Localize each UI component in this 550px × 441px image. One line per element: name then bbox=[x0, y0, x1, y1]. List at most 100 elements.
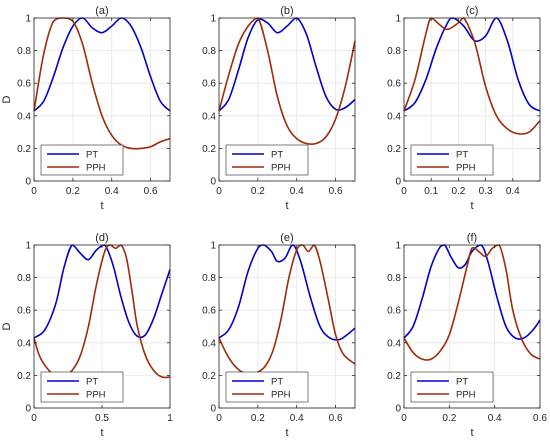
y-tick-label: 0.8 bbox=[202, 46, 216, 57]
legend-label-pt: PT bbox=[86, 377, 98, 388]
y-tick-label: 0 bbox=[210, 404, 216, 415]
x-tick-label: 0.2 bbox=[442, 413, 456, 424]
x-axis-label: t bbox=[100, 427, 103, 439]
panel-label: (d) bbox=[95, 232, 108, 244]
legend: PT PPH bbox=[40, 371, 124, 403]
y-tick-label: 0.2 bbox=[202, 144, 216, 155]
legend-label-pt: PT bbox=[86, 150, 98, 161]
legend-label-pt: PT bbox=[456, 150, 468, 161]
panel-label: (c) bbox=[466, 5, 479, 17]
subplot-e: 0 0.2 0.4 0.6 0 0.2 0.4 0.6 0.8 1 (e) t PT PPH bbox=[202, 232, 356, 439]
series-line-pt bbox=[218, 244, 356, 341]
x-axis-label: t bbox=[470, 427, 473, 439]
legend: PT PPH bbox=[225, 371, 309, 403]
y-tick-label: 0.6 bbox=[387, 306, 401, 317]
y-tick-label: 1 bbox=[210, 14, 216, 25]
y-tick-label: 0.6 bbox=[17, 306, 31, 317]
y-tick-label: 0.8 bbox=[202, 273, 216, 284]
y-tick-label: 0.2 bbox=[387, 144, 401, 155]
axes-box bbox=[403, 244, 541, 409]
legend-box bbox=[40, 144, 124, 176]
series-line-pph bbox=[33, 17, 171, 150]
legend-box bbox=[225, 371, 309, 403]
x-tick-label: 0.4 bbox=[105, 186, 119, 197]
x-tick-label: 0.6 bbox=[329, 186, 343, 197]
subplot-b: 0 0.2 0.4 0.6 0 0.2 0.4 0.6 0.8 1 (b) t PT PPH bbox=[202, 5, 356, 212]
legend: PT PPH bbox=[410, 371, 494, 403]
y-tick-label: 0 bbox=[395, 404, 401, 415]
x-tick-label: 0.3 bbox=[479, 186, 493, 197]
panel-label: (a) bbox=[95, 5, 108, 17]
y-tick-label: 0.6 bbox=[202, 79, 216, 90]
panel-label: (e) bbox=[280, 232, 293, 244]
x-tick-label: 0 bbox=[401, 186, 407, 197]
y-tick-label: 0.8 bbox=[17, 46, 31, 57]
y-tick-label: 0 bbox=[25, 404, 31, 415]
y-tick-label: 1 bbox=[25, 14, 31, 25]
x-tick-label: 0.4 bbox=[290, 413, 304, 424]
legend: PT PPH bbox=[410, 144, 494, 176]
series-line-pph bbox=[403, 244, 541, 361]
subplot-a: 0 0.2 0.4 0.6 0 0.2 0.4 0.6 0.8 1 (a) t D PT PPH bbox=[1, 5, 171, 212]
legend: PT PPH bbox=[40, 144, 124, 176]
axes-box bbox=[403, 17, 541, 182]
y-tick-label: 0 bbox=[210, 177, 216, 188]
axes-box bbox=[33, 17, 171, 182]
y-tick-label: 0.2 bbox=[17, 144, 31, 155]
axes-box bbox=[218, 17, 356, 182]
y-tick-label: 1 bbox=[210, 241, 216, 252]
y-axis-label: D bbox=[1, 95, 13, 103]
x-tick-label: 0.2 bbox=[251, 413, 265, 424]
x-tick-label: 0.6 bbox=[329, 413, 343, 424]
x-tick-label: 0 bbox=[31, 186, 37, 197]
y-tick-label: 0.4 bbox=[17, 111, 31, 122]
x-tick-label: 0.4 bbox=[488, 413, 502, 424]
y-tick-label: 1 bbox=[395, 14, 401, 25]
x-axis-label: t bbox=[470, 200, 473, 212]
legend-label-pph: PPH bbox=[86, 163, 106, 174]
subplot-f: 0 0.2 0.4 0.6 0 0.2 0.4 0.6 0.8 1 (f) t PT PPH bbox=[387, 232, 547, 439]
y-tick-label: 0.4 bbox=[387, 338, 401, 349]
x-tick-label: 0.4 bbox=[290, 186, 304, 197]
x-tick-label: 0.2 bbox=[251, 186, 265, 197]
x-tick-label: 0 bbox=[216, 413, 222, 424]
legend-label-pph: PPH bbox=[456, 163, 476, 174]
x-tick-label: 0 bbox=[31, 413, 37, 424]
y-tick-label: 0.4 bbox=[387, 111, 401, 122]
legend-label-pph: PPH bbox=[271, 163, 291, 174]
legend-label-pph: PPH bbox=[456, 390, 476, 401]
legend-label-pt: PT bbox=[456, 377, 468, 388]
legend-box bbox=[410, 144, 494, 176]
x-tick-label: 0.4 bbox=[506, 186, 520, 197]
legend-label-pph: PPH bbox=[86, 390, 106, 401]
x-tick-label: 0.6 bbox=[144, 186, 158, 197]
x-tick-label: 1 bbox=[167, 413, 173, 424]
y-tick-label: 0.8 bbox=[17, 273, 31, 284]
subplot-c: 0 0.1 0.2 0.3 0.4 0 0.2 0.4 0.6 0.8 1 (c) t PT PPH bbox=[387, 5, 541, 212]
legend-box bbox=[410, 371, 494, 403]
legend-label-pt: PT bbox=[271, 377, 283, 388]
legend-box bbox=[40, 371, 124, 403]
x-tick-label: 0.5 bbox=[95, 413, 109, 424]
x-axis-label: t bbox=[100, 200, 103, 212]
y-tick-label: 1 bbox=[25, 241, 31, 252]
y-tick-label: 0.2 bbox=[17, 371, 31, 382]
x-tick-label: 0.6 bbox=[533, 413, 547, 424]
y-axis-label: D bbox=[1, 322, 13, 330]
series-line-pt bbox=[403, 17, 541, 112]
subplot-d: 0 0.5 1 0 0.2 0.4 0.6 0.8 1 (d) t D PT PPH bbox=[1, 232, 173, 439]
x-axis-label: t bbox=[285, 200, 288, 212]
series-line-pt bbox=[218, 17, 356, 112]
legend-label-pt: PT bbox=[271, 150, 283, 161]
x-tick-label: 0.1 bbox=[424, 186, 438, 197]
y-tick-label: 0.2 bbox=[387, 371, 401, 382]
legend-label-pph: PPH bbox=[271, 390, 291, 401]
y-tick-label: 0.6 bbox=[387, 79, 401, 90]
legend-box bbox=[225, 144, 309, 176]
series-line-pph bbox=[218, 17, 356, 146]
y-tick-label: 0.6 bbox=[202, 306, 216, 317]
y-tick-label: 0.4 bbox=[202, 111, 216, 122]
axes-box bbox=[218, 244, 356, 409]
y-tick-label: 1 bbox=[395, 241, 401, 252]
